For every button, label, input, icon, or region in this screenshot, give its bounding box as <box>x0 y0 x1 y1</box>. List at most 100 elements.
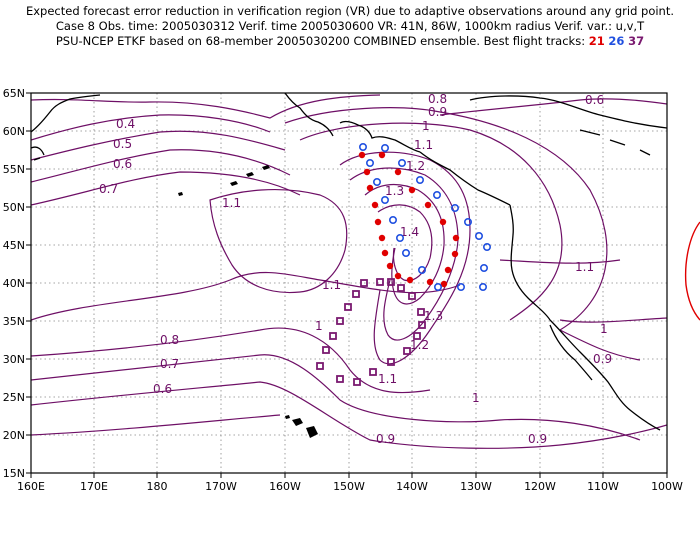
hawaii-island <box>292 418 303 426</box>
contour-line-k <box>31 381 667 449</box>
contour-line-q <box>209 188 348 294</box>
track-26-label: 26 <box>608 34 625 48</box>
track-26-point <box>395 234 404 243</box>
track-26-point <box>479 263 488 272</box>
hawaii-island <box>306 426 318 438</box>
track-21-label: 21 <box>588 34 605 48</box>
track-37-point <box>418 321 426 329</box>
coast-alaska-gulf <box>339 120 421 153</box>
lon-label: 120W <box>524 480 556 493</box>
coast-northeast <box>579 129 651 156</box>
coast-baja <box>549 324 593 381</box>
coast-us-west <box>509 204 551 321</box>
contour-label: 0.9 <box>528 432 547 446</box>
coast-alaska-west <box>284 93 334 137</box>
contour-label: 1 <box>422 119 430 133</box>
track-26-point <box>482 243 491 252</box>
lat-label: 65N <box>3 87 25 100</box>
track-26-point <box>432 191 441 200</box>
track-26-point <box>450 204 459 213</box>
track-37-point <box>353 378 361 386</box>
track-21-point <box>394 168 402 176</box>
track-21-point <box>426 278 434 286</box>
contour-label: 1.2 <box>406 159 425 173</box>
track-26-point <box>474 232 483 241</box>
track-26-point <box>388 216 397 225</box>
contour-line-l <box>31 414 281 436</box>
title-line-3-text: PSU-NCEP ETKF based on 68-member 2005030… <box>55 34 586 48</box>
track-37-point <box>369 368 377 376</box>
track-21-point <box>381 249 389 257</box>
track-21-points <box>358 151 460 288</box>
track-37-point <box>387 358 395 366</box>
lat-label: 45N <box>3 239 25 252</box>
aleutian-island <box>262 165 270 170</box>
track-21-point <box>424 201 432 209</box>
contour-line-g <box>299 122 563 321</box>
track-37-point <box>403 347 411 355</box>
track-26-point <box>433 282 442 291</box>
contour-label: 0.8 <box>428 92 447 106</box>
coast-bc <box>419 151 511 206</box>
track-21-point <box>366 184 374 192</box>
track-26-points <box>358 143 491 291</box>
contour-label: 1.1 <box>322 278 341 292</box>
contour-label: 1.4 <box>400 225 419 239</box>
track-37-point <box>336 317 344 325</box>
contour-label: 0.6 <box>153 382 172 396</box>
contour-label: 0.9 <box>593 352 612 366</box>
track-26-point <box>456 282 465 291</box>
islands <box>178 165 318 438</box>
contour-label: 1 <box>315 319 323 333</box>
aleutian-island <box>230 181 238 186</box>
track-37-point <box>344 303 352 311</box>
track-21-point <box>408 186 416 194</box>
track-26-point <box>417 265 426 274</box>
lon-label: 110W <box>587 480 619 493</box>
lon-label: 100W <box>651 480 683 493</box>
contour-line-h <box>31 271 461 321</box>
track-21-point <box>378 234 386 242</box>
contour-label: 0.6 <box>585 93 604 107</box>
coast-mexico <box>549 319 661 431</box>
track-21-point <box>358 151 366 159</box>
lat-label: 20N <box>3 429 25 442</box>
contour-line-m <box>339 151 471 365</box>
track-21-point <box>371 201 379 209</box>
contour-label: 1.1 <box>378 372 397 386</box>
contour-lines <box>31 94 667 449</box>
hawaii-island <box>285 415 290 419</box>
track-26-point <box>478 282 487 291</box>
coast-mainland <box>469 95 667 129</box>
lat-label: 15N <box>3 467 25 480</box>
track-21-point <box>378 151 386 159</box>
lon-label: 140W <box>396 480 428 493</box>
contour-label: 0.4 <box>116 117 135 131</box>
track-26-point <box>372 178 381 187</box>
track-37-point <box>360 279 368 287</box>
contour-label: 1.1 <box>222 196 241 210</box>
track-21-point <box>451 250 459 258</box>
contour-label: 0.5 <box>113 137 132 151</box>
lat-label: 60N <box>3 125 25 138</box>
lon-label: 170E <box>80 480 108 493</box>
lon-label: 130W <box>460 480 492 493</box>
track-37-point <box>397 284 405 292</box>
latitude-labels: 65N 60N 55N 50N 45N 40N 35N 30N 25N 20N … <box>3 87 25 480</box>
contour-line-c <box>31 130 286 161</box>
contour-line-j <box>31 354 641 441</box>
lat-label: 35N <box>3 315 25 328</box>
contour-line-u <box>559 317 667 323</box>
track-26-point <box>380 144 389 153</box>
track-26-point <box>358 143 367 152</box>
contour-line-f <box>284 107 608 331</box>
track-26-point <box>401 249 410 258</box>
track-37-point <box>413 332 421 340</box>
track-21-point <box>394 272 402 280</box>
track-21-point <box>440 280 448 288</box>
track-37-point <box>408 292 416 300</box>
lat-label: 40N <box>3 277 25 290</box>
contour-label: 1 <box>472 391 480 405</box>
title-line-2: Case 8 Obs. time: 2005030312 Verif. time… <box>55 19 645 33</box>
